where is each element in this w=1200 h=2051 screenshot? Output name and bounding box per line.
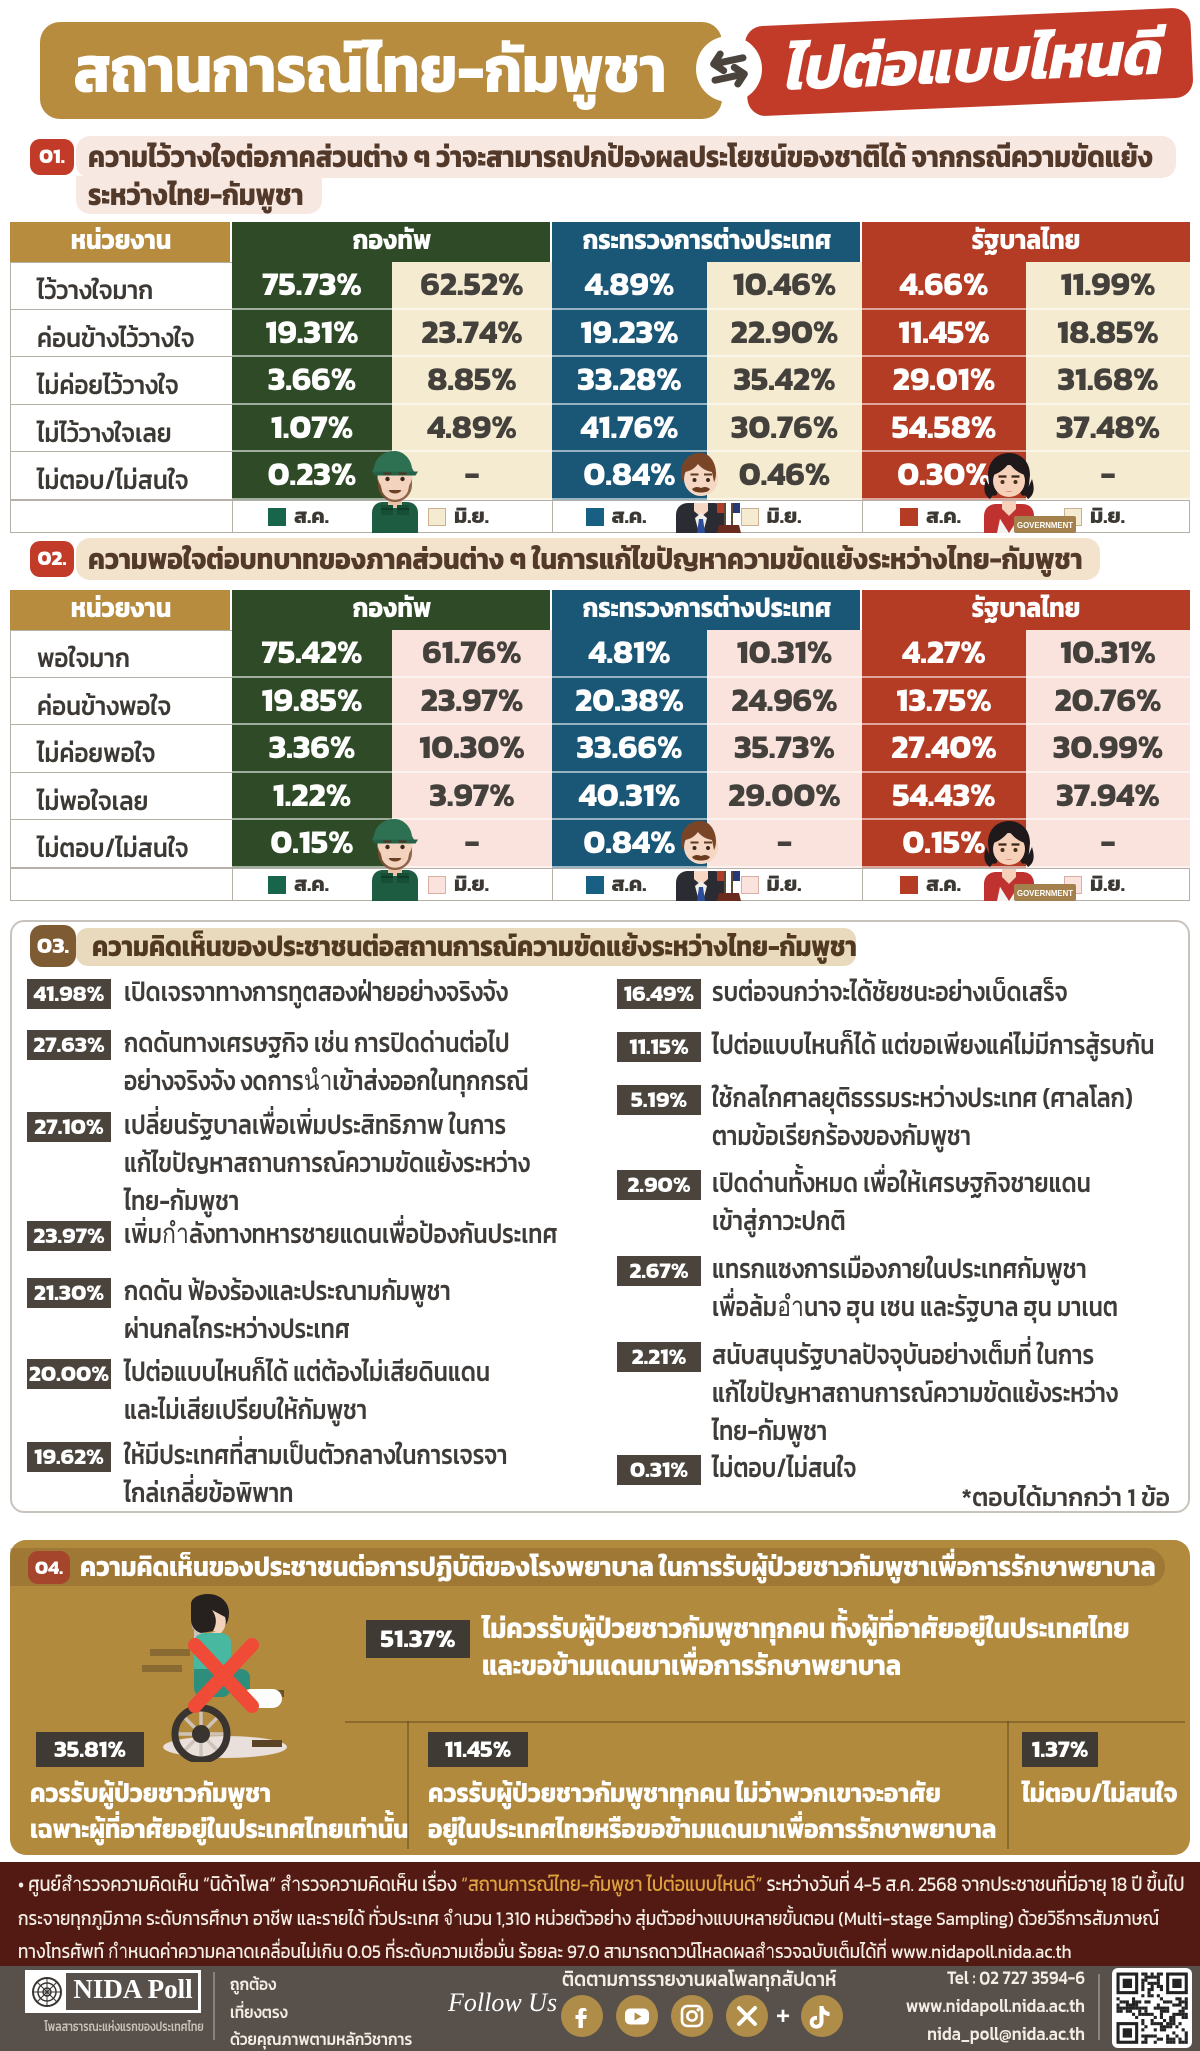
svg-text:GOVERNMENT: GOVERNMENT	[1017, 521, 1073, 530]
svg-text:GOVERNMENT: GOVERNMENT	[1017, 889, 1073, 898]
